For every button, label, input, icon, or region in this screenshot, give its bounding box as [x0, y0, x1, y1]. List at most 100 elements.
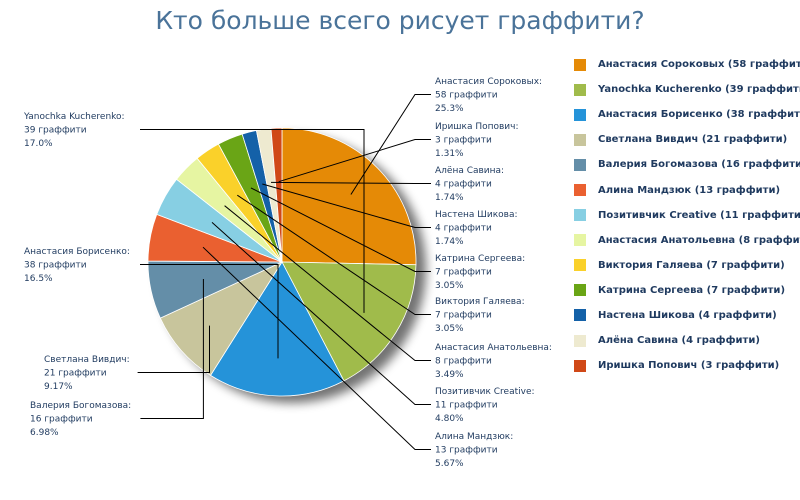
leader-line: [202, 246, 431, 450]
legend-label: Иришка Попович (3 граффити): [598, 360, 780, 372]
legend-label: Yanochka Kucherenko (39 граффити): [598, 84, 800, 96]
legend-swatch: [574, 309, 586, 322]
legend-label: Позитивчик Creative (11 граффити): [598, 209, 800, 221]
legend-item: Анастасия Борисенко (38 граффити): [568, 102, 800, 127]
slice-label: Виктория Галяева:: [435, 297, 525, 307]
slice-label: Катрина Сергеева:: [435, 254, 525, 264]
pie-slice: [270, 127, 283, 263]
legend-swatch: [574, 209, 586, 222]
pie-slice: [281, 261, 417, 382]
slice-label: 3.05%: [435, 281, 464, 291]
slice-label: 3 граффити: [435, 136, 492, 146]
leader-line: [270, 181, 431, 184]
slice-label: 11 граффити: [435, 401, 498, 411]
slice-label: 25.3%: [435, 104, 464, 114]
slice-label: 21 граффити: [44, 369, 107, 379]
slice-label: 39 граффити: [24, 126, 87, 136]
slice-label: Алина Мандзюк:: [435, 432, 513, 442]
legend-label: Светлана Вивдич (21 граффити): [598, 134, 788, 146]
legend-label: Алина Мандзюк (13 граффити): [598, 184, 781, 196]
legend-swatch: [574, 83, 586, 96]
pie-slice: [159, 261, 284, 376]
legend-item: Анастасия Анатольевна (8 граффити): [568, 228, 800, 253]
slice-label: 7 граффити: [435, 268, 492, 278]
legend-label: Анастасия Анатольевна (8 граффити): [598, 234, 800, 246]
legend-item: Yanochka Kucherenko (39 граффити): [568, 77, 800, 102]
legend-swatch: [574, 158, 586, 171]
legend-item: Валерия Богомазова (16 граффити): [568, 152, 800, 177]
chart-title: Кто больше всего рисует граффити?: [155, 6, 645, 35]
legend-label: Алёна Савина (4 граффити): [598, 335, 760, 347]
slice-label: 3.49%: [435, 370, 464, 380]
leader-line: [211, 222, 431, 405]
slice-label: 1.74%: [435, 193, 464, 203]
legend-item: Алёна Савина (4 граффити): [568, 328, 800, 353]
slice-labels: Анастасия Сороковых: 58 граффити 25.3% Yano…: [23, 77, 552, 469]
legend-item: Иришка Попович (3 граффити): [568, 353, 800, 378]
legend-label: Настена Шикова (4 граффити): [598, 309, 777, 321]
leader-line: [140, 264, 279, 359]
slice-label: 8 граффити: [435, 357, 492, 367]
legend-label: Валерия Богомазова (16 граффити): [598, 159, 800, 171]
slice-label: 58 граффити: [435, 91, 498, 101]
legend-swatch: [574, 334, 586, 347]
leader-line: [262, 183, 431, 228]
slice-label: 13 граффити: [435, 446, 498, 456]
legend: Анастасия Сороковых (58 граффити) Yanochk…: [568, 52, 800, 378]
slice-label: 6.98%: [30, 428, 59, 438]
slice-label: 17.0%: [24, 139, 53, 149]
leader-line: [350, 94, 431, 195]
slice-label: Анастасия Сороковых:: [435, 77, 542, 87]
legend-swatch: [574, 108, 586, 121]
legend-item: Светлана Вивдич (21 граффити): [568, 127, 800, 152]
legend-item: Виктория Галяева (7 граффити): [568, 253, 800, 278]
slice-label: Валерия Богомазова:: [30, 401, 131, 411]
leader-line: [278, 139, 431, 183]
slice-label: Yanochka Kucherenko:: [23, 112, 125, 122]
slice-label: 7 граффити: [435, 311, 492, 321]
slice-label: 16.5%: [24, 274, 53, 284]
slice-label: 16 граффити: [30, 415, 93, 425]
slice-label: 4.80%: [435, 414, 464, 424]
leader-line: [237, 194, 431, 315]
pie-slice: [281, 127, 417, 266]
slice-label: 4 граффити: [435, 180, 492, 190]
legend-item: Анастасия Сороковых (58 граффити): [568, 52, 800, 77]
slice-label: 5.67%: [435, 459, 464, 469]
pie-slices: [147, 127, 417, 397]
slice-label: 3.05%: [435, 324, 464, 334]
legend-label: Анастасия Сороковых (58 граффити): [598, 59, 800, 71]
legend-item: Алина Мандзюк (13 граффити): [568, 177, 800, 202]
leader-line: [137, 325, 210, 373]
legend-swatch: [574, 259, 586, 272]
legend-swatch: [574, 234, 586, 247]
leader-line: [140, 129, 365, 313]
slice-label: Анастасия Анатольевна:: [435, 343, 552, 353]
leader-line: [224, 205, 431, 361]
leader-line: [250, 187, 431, 272]
slice-label: 1.74%: [435, 237, 464, 247]
legend-label: Виктория Галяева (7 граффити): [598, 259, 785, 271]
slice-label: 1.31%: [435, 149, 464, 159]
slice-label: 9.17%: [44, 382, 73, 392]
pie-chart: Анастасия Сороковых: 58 граффити 25.3% Yano…: [23, 77, 552, 469]
slice-label: 38 граффити: [24, 261, 87, 271]
legend-swatch: [574, 133, 586, 146]
slice-label: Анастасия Борисенко:: [24, 247, 130, 257]
leader-line: [140, 279, 204, 419]
slice-label: 4 граффити: [435, 224, 492, 234]
legend-item: Катрина Сергеева (7 граффити): [568, 278, 800, 303]
legend-label: Катрина Сергеева (7 граффити): [598, 284, 786, 296]
legend-label: Анастасия Борисенко (38 граффити): [598, 109, 800, 121]
legend-swatch: [574, 184, 586, 197]
slice-label: Позитивчик Creative:: [435, 387, 535, 397]
slice-label: Иришка Попович:: [435, 122, 519, 132]
legend-swatch: [574, 58, 586, 71]
slice-label: Настена Шикова:: [435, 210, 518, 220]
slice-label: Алёна Савина:: [435, 166, 504, 176]
legend-item: Настена Шикова (4 граффити): [568, 303, 800, 328]
slice-label: Светлана Вивдич:: [44, 355, 130, 365]
leader-lines: [137, 94, 431, 450]
pie-slice: [209, 261, 345, 397]
legend-swatch: [574, 284, 586, 297]
